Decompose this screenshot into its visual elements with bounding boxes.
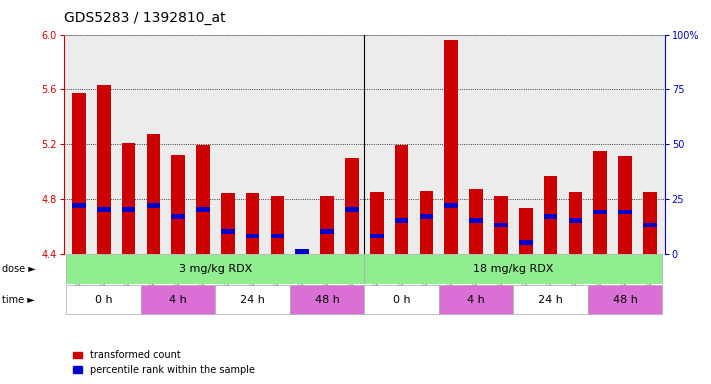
Bar [395,218,408,223]
Bar [494,196,508,253]
Text: 4 h: 4 h [467,295,485,305]
Bar [469,189,483,253]
Bar [519,209,533,253]
Bar [364,254,663,284]
Bar [171,214,185,219]
Bar [345,158,359,253]
Bar [141,285,215,314]
Bar [588,285,663,314]
Text: 24 h: 24 h [538,295,563,305]
Bar [594,151,607,253]
Bar [97,85,110,253]
Bar [419,190,433,253]
Text: 18 mg/kg RDX: 18 mg/kg RDX [473,264,554,274]
Bar [444,203,458,208]
Bar [321,229,334,234]
Text: 48 h: 48 h [315,295,340,305]
Bar [97,207,110,212]
Bar [246,233,260,238]
Bar [569,218,582,223]
Bar [66,254,364,284]
Bar [513,285,588,314]
Bar [271,196,284,253]
Bar [419,214,433,219]
Text: GDS5283 / 1392810_at: GDS5283 / 1392810_at [64,11,225,25]
Text: 0 h: 0 h [95,295,112,305]
Bar [370,233,384,238]
Legend: transformed count, percentile rank within the sample: transformed count, percentile rank withi… [69,346,259,379]
Bar [619,156,632,253]
Bar [345,207,359,212]
Text: 48 h: 48 h [613,295,638,305]
Bar [271,233,284,238]
Bar [146,203,160,208]
Bar [221,193,235,253]
Text: 0 h: 0 h [392,295,410,305]
Text: dose ►: dose ► [2,264,36,274]
Bar [370,192,384,253]
Bar [321,196,334,253]
Bar [395,146,408,253]
Text: time ►: time ► [2,295,35,305]
Text: 24 h: 24 h [240,295,265,305]
Bar [643,192,657,253]
Bar [643,223,657,227]
Bar [364,285,439,314]
Bar [171,155,185,253]
Bar [196,207,210,212]
Bar [544,175,557,253]
Bar [594,210,607,214]
Text: 3 mg/kg RDX: 3 mg/kg RDX [178,264,252,274]
Text: 4 h: 4 h [169,295,187,305]
Bar [196,146,210,253]
Bar [619,210,632,214]
Bar [66,285,141,314]
Bar [569,192,582,253]
Bar [544,214,557,219]
Bar [122,143,135,253]
Bar [72,203,86,208]
Bar [444,40,458,253]
Bar [296,250,309,253]
Bar [494,223,508,227]
Bar [246,193,260,253]
Bar [469,218,483,223]
Bar [122,207,135,212]
Bar [290,285,364,314]
Bar [296,249,309,254]
Bar [221,229,235,234]
Bar [72,93,86,253]
Bar [439,285,513,314]
Bar [146,134,160,253]
Bar [215,285,290,314]
Bar [519,240,533,245]
